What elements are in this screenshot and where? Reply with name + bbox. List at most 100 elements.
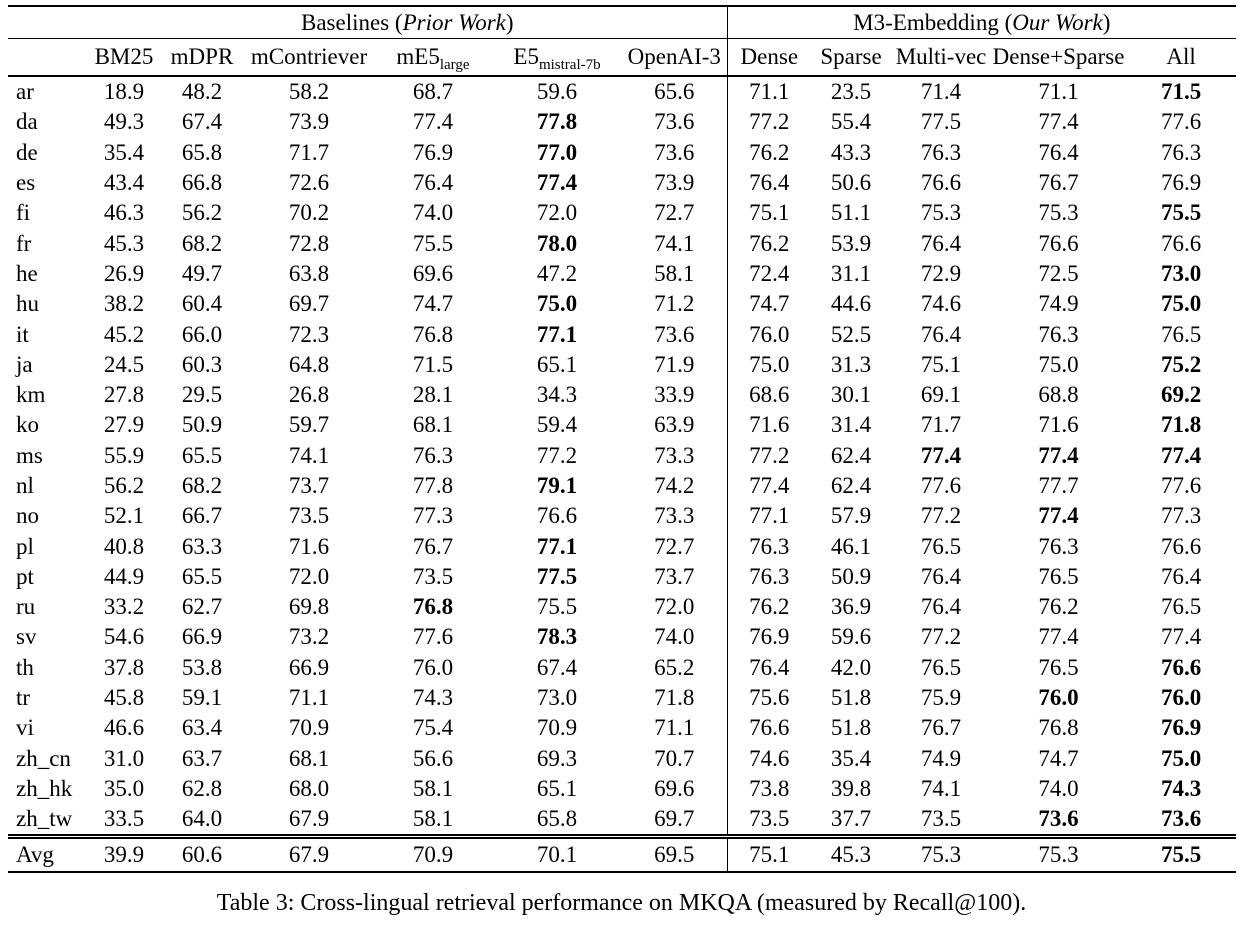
value-cell: 63.8 <box>288 260 330 286</box>
value-cell: 76.9 <box>412 139 454 165</box>
value-cell: 75.3 <box>891 836 992 874</box>
value-cell: 74.0 <box>654 624 695 650</box>
value-cell: 70.9 <box>288 715 330 741</box>
value-cell: 74.1 <box>654 230 695 256</box>
group-header-baselines-prefix: Baselines ( <box>301 9 403 35</box>
value-cell: 66.0 <box>181 321 223 347</box>
row-label: hu <box>16 291 39 317</box>
value-cell: 73.6 <box>1126 804 1237 840</box>
value-cell: 57.9 <box>830 503 872 529</box>
value-cell: 76.6 <box>1038 230 1079 256</box>
value-cell: 75.0 <box>1160 291 1202 317</box>
value-cell: 76.5 <box>1038 563 1079 589</box>
value-cell: 76.3 <box>412 442 454 468</box>
value-cell: 75.1 <box>726 836 812 874</box>
value-cell: 68.7 <box>412 79 454 105</box>
value-cell: 77.4 <box>412 109 454 135</box>
value-cell: 75.5 <box>536 594 578 620</box>
column-header-dense: Dense <box>726 38 812 77</box>
value-cell: 69.5 <box>622 836 728 874</box>
value-cell: 72.7 <box>654 533 695 559</box>
value-cell: 75.6 <box>726 682 812 714</box>
value-cell: 58.1 <box>374 804 492 840</box>
value-cell: 75.5 <box>1126 836 1237 874</box>
value-cell: 71.1 <box>726 76 812 108</box>
column-header-subscript: large <box>439 57 470 73</box>
row-label: es <box>16 170 36 196</box>
value-cell: 50.9 <box>181 412 223 438</box>
value-cell: 70.1 <box>492 836 622 874</box>
value-cell: 68.1 <box>288 745 330 771</box>
value-cell: 68.8 <box>1038 382 1079 408</box>
value-cell: 65.8 <box>492 804 622 840</box>
value-cell: 45.2 <box>103 321 145 347</box>
group-header-baselines-suffix: ) <box>505 9 514 35</box>
value-cell: 76.6 <box>1160 533 1202 559</box>
value-cell: 69.7 <box>622 804 728 840</box>
value-cell: 62.8 <box>181 775 223 801</box>
value-cell: 69.7 <box>288 291 330 317</box>
value-cell: 73.5 <box>288 503 330 529</box>
value-cell: 68.0 <box>288 775 330 801</box>
value-cell: 73.9 <box>288 109 330 135</box>
value-cell: 76.0 <box>1038 685 1079 711</box>
value-cell: 58.1 <box>654 260 695 286</box>
value-cell: 70.9 <box>374 836 492 874</box>
value-cell: 76.2 <box>1038 594 1079 620</box>
value-cell: 76.7 <box>412 533 454 559</box>
value-cell: 63.7 <box>181 745 223 771</box>
table-row-tr: tr 45.8 59.1 71.1 74.3 73.0 71.8 75.6 51.8 75.9 76… <box>8 682 1236 714</box>
value-cell: 76.2 <box>726 592 812 623</box>
value-cell: 67.9 <box>244 836 374 874</box>
value-cell: 72.3 <box>288 321 330 347</box>
value-cell: 79.1 <box>536 473 578 498</box>
value-cell: 77.4 <box>536 170 578 196</box>
value-cell: 63.3 <box>181 533 223 559</box>
value-cell: 73.7 <box>288 473 330 498</box>
value-cell: 75.0 <box>1038 351 1079 377</box>
row-label: de <box>16 139 38 165</box>
value-cell: 77.4 <box>1160 442 1202 468</box>
value-cell: 77.5 <box>536 563 578 589</box>
value-cell: 76.6 <box>1160 654 1202 680</box>
value-cell: 33.5 <box>88 804 160 840</box>
value-cell: 55.9 <box>103 442 145 468</box>
value-cell: 73.0 <box>1160 260 1202 286</box>
value-cell: 45.3 <box>103 230 145 256</box>
value-cell: 71.1 <box>288 685 330 711</box>
value-cell: 73.7 <box>654 563 695 589</box>
value-cell: 77.4 <box>1038 624 1079 650</box>
table-row-ar: ar 18.9 48.2 58.2 68.7 59.6 65.6 71.1 23.5 71.4 71… <box>8 76 1236 108</box>
value-cell: 77.4 <box>1160 624 1202 650</box>
results-table: Baselines (Prior Work) M3-Embedding (Our… <box>8 5 1237 874</box>
value-cell: 77.2 <box>536 442 578 468</box>
value-cell: 72.0 <box>536 200 578 226</box>
value-cell: 75.4 <box>412 715 454 741</box>
value-cell: 27.8 <box>103 382 145 408</box>
value-cell: 40.8 <box>103 533 145 559</box>
value-cell: 73.5 <box>726 804 812 840</box>
table-row-ko: ko 27.9 50.9 59.7 68.1 59.4 63.9 71.6 31.4 71.7 71… <box>8 410 1236 441</box>
table-row-zh_tw: zh_tw 33.5 64.0 67.9 58.1 65.8 69.7 73.5 37.7 73.… <box>8 804 1237 840</box>
value-cell: 31.3 <box>830 351 872 377</box>
row-label: fr <box>16 230 32 256</box>
column-header-mcontriever: mContriever <box>244 38 374 77</box>
value-cell: 48.2 <box>181 79 223 105</box>
table-row-es: es 43.4 66.8 72.6 76.4 77.4 73.9 76.4 50.6 76.6 76… <box>8 167 1236 199</box>
value-cell: 75.5 <box>412 230 454 256</box>
table-row-zh_hk: zh_hk 35.0 62.8 68.0 58.1 65.1 69.6 73.8 39.8 74.… <box>8 773 1236 805</box>
value-cell: 55.4 <box>830 109 872 135</box>
value-cell: 76.5 <box>1038 654 1079 680</box>
value-cell: 47.2 <box>536 260 578 286</box>
row-label: pl <box>16 533 34 559</box>
value-cell: 77.3 <box>412 503 454 529</box>
table-row-ru: ru 33.2 62.7 69.8 76.8 75.5 72.0 76.2 36.9 76.4 76… <box>8 592 1236 623</box>
value-cell: 56.2 <box>181 200 223 226</box>
value-cell: 65.5 <box>181 442 223 468</box>
value-cell: 74.6 <box>726 743 812 774</box>
value-cell: 51.8 <box>830 685 872 711</box>
value-cell: 76.0 <box>1160 685 1202 711</box>
value-cell: 69.2 <box>1160 382 1202 408</box>
table-row-hu: hu 38.2 60.4 69.7 74.7 75.0 71.2 74.7 44.6 74.6 74… <box>8 289 1236 320</box>
value-cell: 76.3 <box>726 531 812 562</box>
